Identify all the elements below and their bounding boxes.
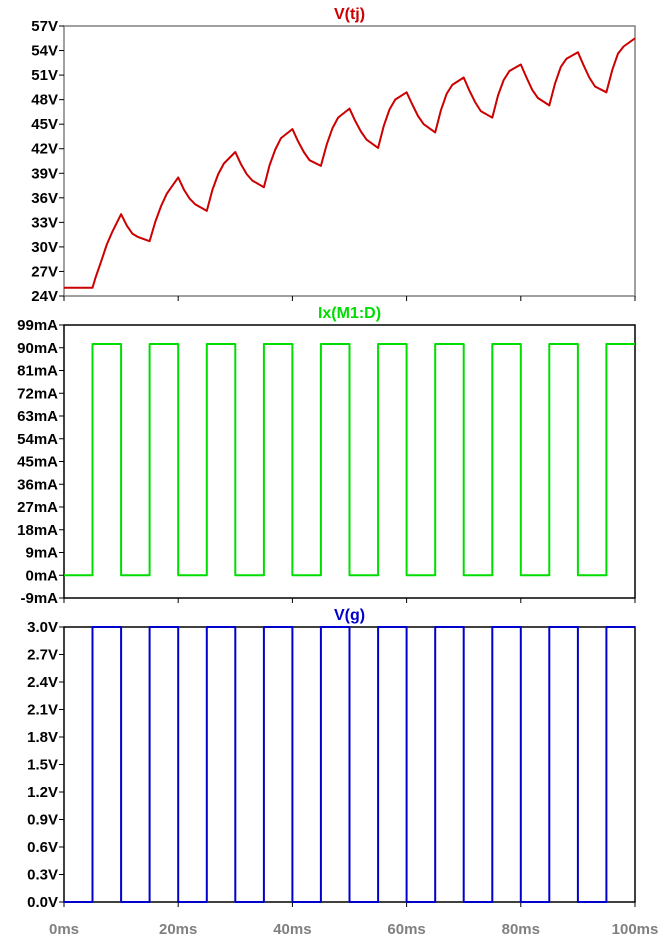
ix-ytick-label: 72mA: [17, 385, 58, 402]
ix-ytick-label: 0mA: [25, 567, 58, 584]
vg-xtick-label: 80ms: [502, 921, 540, 938]
ix-ytick-label: 9mA: [25, 545, 58, 562]
ix-ytick-label: -9mA: [20, 590, 58, 607]
ix-ytick-label: 54mA: [17, 431, 58, 448]
ix-ytick-label: 63mA: [17, 408, 58, 425]
ix-ytick-label: 18mA: [17, 522, 58, 539]
vg-ytick-label: 0.9V: [27, 812, 58, 829]
vtj-ytick-label: 30V: [31, 239, 58, 256]
vg-trace: [64, 626, 635, 903]
vg-ytick-label: 3.0V: [27, 619, 58, 636]
vtj-trace: [64, 37, 636, 289]
vg-ytick-label: 2.7V: [27, 647, 58, 664]
pane-vtj: V(tj) 24V 27V 30V 33V 36V 39V 42V 45V 48V 51V 54V 57…: [31, 6, 636, 305]
ix-ytick-label: 90mA: [17, 340, 58, 357]
vg-xtick-label: 100ms: [612, 921, 659, 938]
vtj-ytick-label: 57V: [31, 18, 58, 35]
vg-ytick-label: 2.1V: [27, 702, 58, 719]
vtj-ytick-label: 48V: [31, 92, 58, 109]
vg-ytick-label: 1.8V: [27, 729, 58, 746]
vtj-ytick-label: 42V: [31, 141, 58, 158]
vtj-title: V(tj): [334, 6, 365, 23]
ix-ytick-label: 99mA: [17, 317, 58, 334]
ix-ytick-label: 27mA: [17, 499, 58, 516]
vtj-ytick-label: 33V: [31, 214, 58, 231]
vg-ytick-label: 1.2V: [27, 784, 58, 801]
vtj-ytick-label: 51V: [31, 67, 58, 84]
pane-vg: V(g) 0.0V 0.3V 0.6V 0.9V 1.2V 1.5V 1.8V 2.1V 2.4V…: [27, 607, 658, 938]
vg-ytick-label: 0.3V: [27, 867, 58, 884]
vg-ytick-label: 0.0V: [27, 894, 58, 911]
vg-ytick-label: 2.4V: [27, 674, 58, 691]
vtj-plot-frame: [63, 25, 636, 297]
vg-ytick-label: 0.6V: [27, 839, 58, 856]
vg-title: V(g): [334, 607, 365, 624]
vg-xtick-label: 40ms: [273, 921, 311, 938]
vg-xtick-label: 60ms: [387, 921, 425, 938]
vtj-ytick-label: 39V: [31, 165, 58, 182]
ix-trace: [64, 343, 635, 577]
vtj-ytick-label: 27V: [31, 263, 58, 280]
pane-ix: Ix(M1:D) -9mA 0mA 9mA 18mA 27mA 36mA 45mA 54mA 63…: [17, 305, 636, 607]
vtj-ytick-label: 54V: [31, 43, 58, 60]
vtj-ytick-label: 45V: [31, 116, 58, 133]
vtj-ytick-label: 36V: [31, 190, 58, 207]
ix-ytick-label: 36mA: [17, 476, 58, 493]
ix-title: Ix(M1:D): [318, 305, 381, 322]
vg-xtick-label: 0ms: [49, 921, 79, 938]
vtj-ytick-label: 24V: [31, 288, 58, 305]
vg-ytick-label: 1.5V: [27, 757, 58, 774]
ix-ytick-label: 81mA: [17, 363, 58, 380]
ix-ytick-label: 45mA: [17, 454, 58, 471]
vg-xtick-label: 20ms: [159, 921, 197, 938]
